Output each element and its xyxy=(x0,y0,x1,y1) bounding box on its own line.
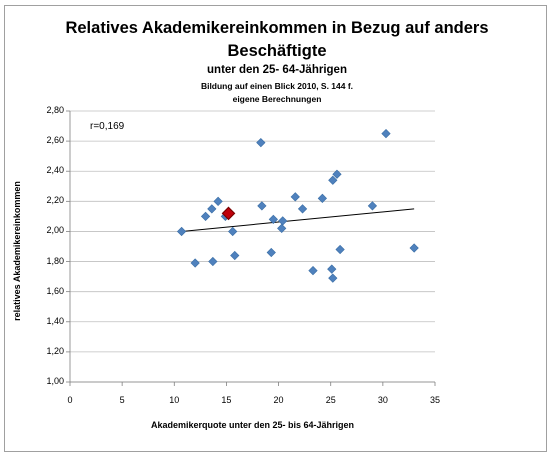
data-point xyxy=(257,201,267,211)
data-point xyxy=(290,192,300,202)
data-point xyxy=(213,196,223,206)
data-point xyxy=(277,223,287,234)
x-tick-label: 30 xyxy=(377,395,388,405)
x-tick-label: 15 xyxy=(221,395,232,405)
data-point xyxy=(268,214,278,225)
y-tick-label: 2,80 xyxy=(46,105,64,115)
y-tick-label: 2,40 xyxy=(46,165,64,176)
y-tick-label: 2,60 xyxy=(46,135,64,146)
data-point xyxy=(176,226,187,237)
x-tick-label: 5 xyxy=(119,395,125,405)
data-point xyxy=(317,193,327,203)
data-point xyxy=(335,244,345,255)
data-point xyxy=(409,243,419,253)
y-tick-label: 2,20 xyxy=(46,195,64,206)
data-point xyxy=(208,256,218,267)
chart-frame xyxy=(4,5,547,452)
x-tick-label: 10 xyxy=(169,395,180,405)
data-point xyxy=(332,169,342,179)
x-tick-label: 25 xyxy=(325,395,336,405)
chart-source: Bildung auf einen Blick 2010, S. 144 f. xyxy=(200,81,354,91)
chart-source-note: eigene Berechnungen xyxy=(232,94,322,104)
data-point xyxy=(256,137,266,148)
data-point xyxy=(190,258,200,268)
chart-title-line2: Beschäftigte xyxy=(227,42,327,60)
y-axis-label: relatives Akademikereinkommen xyxy=(12,181,22,321)
data-point xyxy=(278,216,288,226)
y-tick-label: 1,20 xyxy=(46,345,64,356)
y-tick-label: 1,60 xyxy=(46,285,64,296)
x-tick-label: 35 xyxy=(429,395,440,405)
x-axis-label: Akademikerquote unter den 25- bis 64-Jäh… xyxy=(150,420,355,430)
correlation-annotation: r=0,169 xyxy=(90,121,125,132)
data-point xyxy=(308,265,318,276)
data-point xyxy=(207,204,217,214)
data-point xyxy=(200,211,211,222)
data-point xyxy=(327,264,337,274)
data-point xyxy=(328,273,338,283)
data-point xyxy=(367,201,378,211)
x-tick-label: 20 xyxy=(273,395,284,405)
y-tick-label: 1,40 xyxy=(46,315,64,326)
data-point xyxy=(381,128,391,139)
data-point xyxy=(230,250,240,261)
data-point xyxy=(228,226,238,237)
data-point xyxy=(297,204,308,214)
chart-title: Relatives Akademikereinkommen in Bezug a… xyxy=(65,19,489,37)
data-point xyxy=(266,247,276,258)
y-tick-label: 1,00 xyxy=(46,376,64,386)
x-tick-label: 0 xyxy=(67,395,73,405)
chart-subtitle: unter den 25- 64-Jährigen xyxy=(207,64,347,76)
y-tick-label: 2,00 xyxy=(46,225,64,236)
highlighted-data-point xyxy=(221,206,236,221)
data-point xyxy=(328,175,338,185)
y-tick-label: 1,80 xyxy=(46,255,64,266)
trend-line xyxy=(181,208,415,232)
